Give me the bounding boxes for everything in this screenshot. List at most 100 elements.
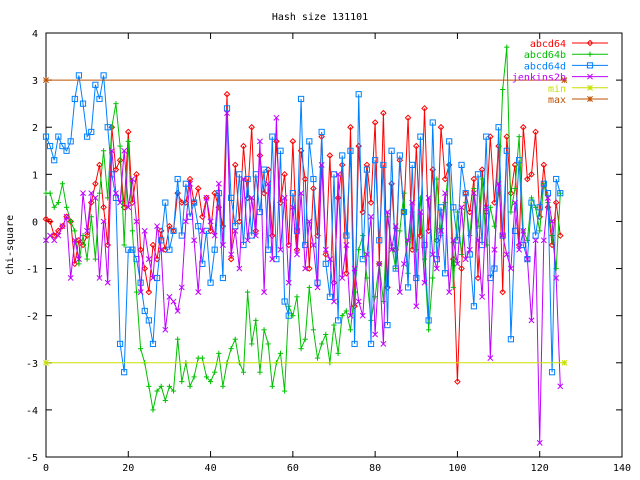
data-point-abcd64d [121, 369, 128, 376]
data-point-jenkins2b [47, 232, 54, 239]
data-point-max [561, 77, 568, 84]
data-point-jenkins2b-stroke [450, 237, 457, 244]
data-point-jenkins2b-stroke [429, 251, 436, 258]
data-point-jenkins2b-stroke [228, 251, 235, 258]
data-point-jenkins2b [51, 237, 58, 244]
data-point-abcd64-shape [124, 128, 132, 136]
x-tick-label: 100 [448, 463, 466, 474]
data-point-abcd64d [326, 293, 333, 300]
data-point-abcd64 [133, 171, 140, 178]
data-point-abcd64d [400, 208, 408, 216]
data-point-abcd64b [216, 350, 222, 356]
x-tick-label: 60 [287, 463, 299, 474]
data-point-abcd64b [170, 388, 177, 394]
data-point-abcd64-shape [240, 142, 247, 150]
data-point-abcd64b [479, 176, 485, 182]
legend-marker-min [587, 84, 593, 91]
data-point-abcd64 [552, 199, 560, 206]
legend-label-max: max [548, 95, 566, 106]
data-point-abcd64d-shape [458, 161, 465, 169]
data-point-abcd64d [47, 142, 54, 150]
data-point-jenkins2b [557, 383, 564, 390]
data-point-jenkins2b-stroke [108, 147, 115, 154]
data-point-abcd64 [240, 142, 247, 150]
data-point-abcd64d-shape [42, 133, 50, 140]
data-point-abcd64 [437, 123, 445, 131]
y-tick-label: -1 [26, 265, 38, 276]
data-point-jenkins2b-stroke [277, 246, 284, 253]
data-point-jenkins2b-stroke [145, 256, 152, 263]
data-point-abcd64b [138, 346, 144, 352]
data-point-jenkins2b-stroke [438, 227, 444, 234]
data-point-abcd64b [68, 218, 74, 225]
data-point-abcd64b [500, 86, 506, 93]
data-point-jenkins2b-stroke [294, 251, 300, 258]
data-point-jenkins2b [125, 204, 132, 211]
data-point-jenkins2b-stroke [125, 204, 132, 211]
data-point-abcd64d-shape [244, 175, 251, 183]
data-point-jenkins2b [487, 355, 494, 362]
data-point-abcd64-shape [412, 142, 420, 150]
data-point-jenkins2b-stroke [388, 246, 395, 253]
data-point-abcd64-shape [141, 265, 149, 272]
data-point-jenkins2b [306, 218, 313, 225]
data-point-abcd64b [76, 261, 82, 267]
legend-label-min: min [548, 84, 566, 95]
data-point-abcd64b [125, 138, 131, 144]
data-point-jenkins2b-stroke [211, 232, 218, 239]
data-point-abcd64-shape [334, 194, 342, 202]
data-point-jenkins2b-stroke [553, 275, 560, 281]
data-point-jenkins2b-stroke [413, 303, 420, 310]
data-point-abcd64d-shape [75, 72, 83, 79]
data-point-jenkins2b-stroke [240, 176, 247, 182]
data-point-abcd64d-shape [125, 246, 132, 253]
data-point-abcd64d [544, 190, 552, 197]
data-point-abcd64-shape [83, 232, 91, 239]
series-line-abcd64d [45, 75, 561, 373]
data-point-jenkins2b [314, 284, 321, 291]
data-point-abcd64d-shape [347, 147, 354, 154]
data-point-jenkins2b [483, 204, 490, 211]
data-point-abcd64d-shape [47, 142, 54, 150]
data-point-jenkins2b [405, 237, 412, 244]
data-point-abcd64d [413, 274, 420, 282]
data-point-abcd64 [334, 194, 342, 202]
x-tick-label: 120 [531, 463, 549, 474]
data-point-abcd64 [96, 161, 103, 169]
data-point-jenkins2b-stroke [252, 232, 259, 239]
data-point-jenkins2b [400, 260, 407, 267]
data-point-abcd64 [248, 123, 256, 131]
data-point-jenkins2b-stroke [466, 246, 473, 253]
y-tick-label: 3 [32, 76, 38, 87]
data-point-abcd64-shape [42, 215, 50, 223]
data-point-jenkins2b-stroke [92, 194, 99, 201]
data-point-abcd64-shape [532, 128, 539, 136]
data-point-abcd64 [347, 123, 354, 131]
data-point-abcd64d [79, 100, 87, 107]
data-point-abcd64d [84, 133, 91, 140]
data-point-abcd64d [367, 340, 375, 348]
data-point-abcd64d-shape [100, 72, 107, 79]
data-point-abcd64d-shape [351, 340, 358, 348]
data-point-abcd64d-shape [483, 133, 490, 140]
series-max [43, 77, 568, 84]
data-point-abcd64 [104, 241, 112, 249]
legend-marker-jenkins2b-stroke [587, 73, 593, 80]
data-point-jenkins2b-stroke [470, 190, 477, 197]
data-point-jenkins2b-stroke [84, 227, 91, 234]
data-point-jenkins2b [553, 275, 560, 281]
data-point-jenkins2b [248, 194, 255, 201]
data-point-abcd64d [162, 199, 169, 206]
data-point-abcd64b [154, 388, 160, 394]
data-point-abcd64d [42, 133, 50, 140]
data-point-jenkins2b-stroke [51, 237, 58, 244]
data-point-abcd64d-shape [203, 227, 210, 234]
data-point-abcd64 [194, 185, 202, 192]
data-point-abcd64b [207, 379, 214, 385]
data-point-jenkins2b [310, 242, 317, 248]
data-point-jenkins2b-stroke [100, 218, 107, 225]
legend-marker-abcd64 [586, 39, 594, 47]
data-point-jenkins2b-stroke [359, 312, 366, 319]
data-point-abcd64d-shape [425, 317, 432, 324]
